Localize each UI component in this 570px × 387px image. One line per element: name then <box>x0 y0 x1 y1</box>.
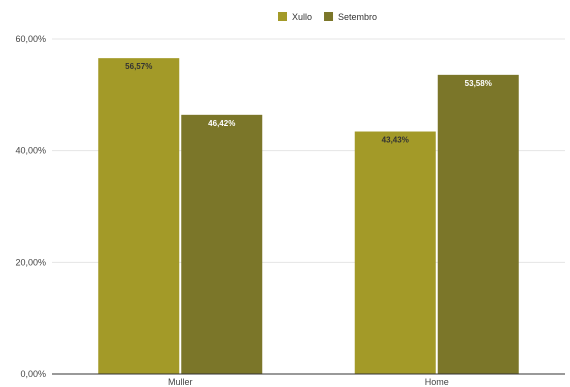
bars <box>98 58 519 375</box>
legend-swatch <box>324 12 334 21</box>
legend-label: Setembro <box>338 12 377 22</box>
bar <box>354 131 436 374</box>
y-tick-label: 20,00% <box>15 257 46 267</box>
y-tick-label: 60,00% <box>15 34 46 44</box>
data-label: 43,43% <box>382 136 409 145</box>
legend-label: Xullo <box>292 12 312 22</box>
data-label: 56,57% <box>125 62 152 71</box>
bar <box>98 58 180 375</box>
x-category-label: Home <box>425 377 449 387</box>
bar <box>437 74 519 374</box>
x-axis-category-labels: Muller Home <box>168 377 449 387</box>
bar <box>181 114 263 375</box>
data-labels: 56,57% 46,42% 43,43% 53,58% <box>125 62 492 144</box>
x-category-label: Muller <box>168 377 193 387</box>
y-tick-label: 0,00% <box>20 369 46 379</box>
y-tick-label: 40,00% <box>15 146 46 156</box>
legend-swatch <box>278 12 287 21</box>
y-axis-tick-labels: 0,00% 20,00% 40,00% 60,00% <box>15 34 46 379</box>
data-label: 53,58% <box>465 79 492 88</box>
data-label: 46,42% <box>208 119 235 128</box>
legend[interactable]: Xullo Setembro <box>278 12 377 22</box>
